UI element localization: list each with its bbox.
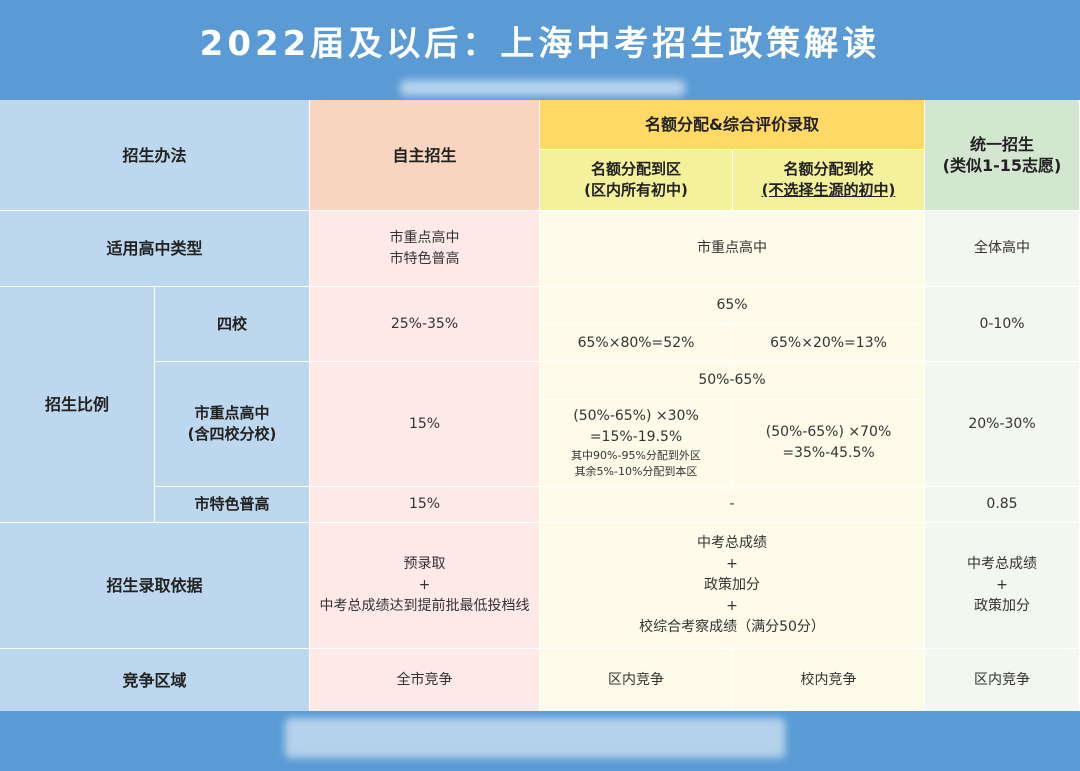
ratio-four-label: 四校 [155, 287, 310, 362]
row-area-label: 竞争区域 [0, 649, 310, 711]
basis-unified: 中考总成绩 + 政策加分 [925, 523, 1080, 649]
area-district: 区内竞争 [540, 649, 733, 711]
ratio-four-unified: 0-10% [925, 287, 1080, 362]
ratio-key-district: (50%-65%) ×30% =15%-19.5% 其中90%-95%分配到外区 其余… [540, 400, 733, 487]
ratio-four-self: 25%-35% [310, 287, 540, 362]
header-quota-school: 名额分配到校 (不选择生源的初中) [733, 150, 925, 211]
header-self: 自主招生 [310, 100, 540, 211]
row-type-label: 适用高中类型 [0, 211, 310, 287]
basis-self: 预录取 + 中考总成绩达到提前批最低投档线 [310, 523, 540, 649]
header-method: 招生办法 [0, 100, 310, 211]
row-basis-label: 招生录取依据 [0, 523, 310, 649]
ratio-feature-unified: 0.85 [925, 487, 1080, 523]
ratio-key-unified: 20%-30% [925, 362, 1080, 487]
row-ratio-label: 招生比例 [0, 287, 155, 523]
page-title: 2022届及以后：上海中考招生政策解读 [199, 23, 881, 64]
ratio-key-label: 市重点高中 (含四校分校) [155, 362, 310, 487]
ratio-feature-quota: - [540, 487, 925, 523]
type-self: 市重点高中 市特色普高 [310, 211, 540, 287]
blurred-watermark [285, 718, 785, 758]
area-school: 校内竞争 [733, 649, 925, 711]
ratio-four-district: 65%×80%=52% [540, 325, 733, 362]
ratio-feature-self: 15% [310, 487, 540, 523]
area-self: 全市竞争 [310, 649, 540, 711]
type-unified: 全体高中 [925, 211, 1080, 287]
ratio-key-self: 15% [310, 362, 540, 487]
header-unified: 统一招生 (类似1-15志愿) [925, 100, 1080, 211]
basis-quota: 中考总成绩 + 政策加分 + 校综合考察成绩（满分50分） [540, 523, 925, 649]
ratio-four-school: 65%×20%=13% [733, 325, 925, 362]
ratio-feature-label: 市特色普高 [155, 487, 310, 523]
ratio-four-quota: 65% [540, 287, 925, 325]
ratio-key-school: (50%-65%) ×70% =35%-45.5% [733, 400, 925, 487]
blurred-watermark [400, 80, 685, 96]
header-quota-district: 名额分配到区 (区内所有初中) [540, 150, 733, 211]
type-quota: 市重点高中 [540, 211, 925, 287]
ratio-key-quota: 50%-65% [540, 362, 925, 400]
area-unified: 区内竞争 [925, 649, 1080, 711]
header-quota: 名额分配&综合评价录取 [540, 100, 925, 150]
